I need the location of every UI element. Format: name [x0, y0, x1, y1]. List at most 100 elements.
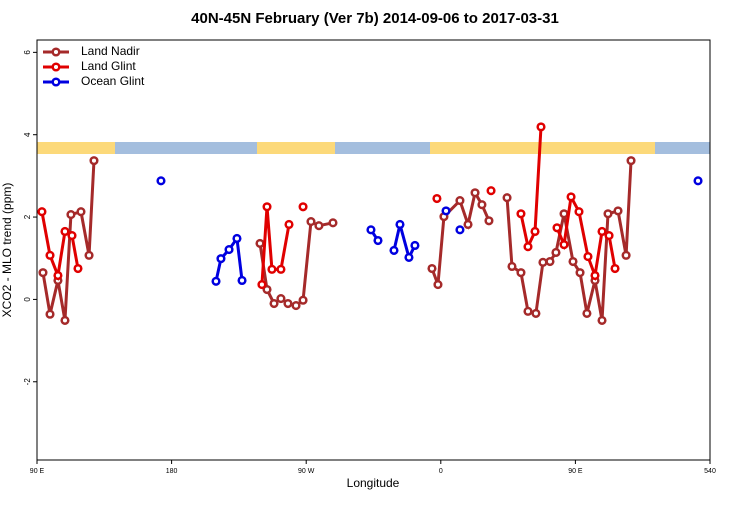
data-point: [590, 270, 600, 281]
data-point: [60, 315, 70, 325]
y-tick-label: 0: [23, 297, 32, 302]
data-point: [536, 122, 546, 132]
series-line: [519, 126, 543, 252]
legend-marker: [51, 47, 61, 57]
x-tick-label: 180: [166, 468, 178, 475]
data-point: [404, 252, 414, 262]
series-line: [392, 224, 417, 262]
y-tick-label: -2: [23, 378, 32, 386]
data-point: [582, 308, 592, 318]
data-point: [276, 264, 286, 274]
data-point: [232, 233, 242, 244]
x-tick-label: 90 W: [298, 468, 315, 475]
data-point: [53, 270, 63, 281]
data-point: [597, 315, 607, 325]
data-point: [284, 219, 294, 230]
series-line: [41, 160, 96, 321]
y-axis-label: XCO2 - MLO trend (ppm): [0, 183, 14, 318]
data-point: [314, 221, 324, 231]
data-point: [262, 202, 272, 212]
data-point: [298, 202, 308, 212]
data-point: [224, 245, 234, 255]
data-point: [455, 225, 465, 235]
data-point: [328, 218, 338, 228]
data-point: [603, 209, 613, 219]
data-point: [484, 216, 494, 226]
data-point: [373, 235, 383, 246]
data-point: [395, 219, 405, 230]
x-tick-label: 90 E: [568, 468, 583, 475]
data-point: [432, 193, 442, 204]
land-ocean-band: [37, 142, 710, 154]
data-point: [523, 306, 533, 316]
data-point: [410, 240, 420, 251]
data-point: [516, 209, 526, 219]
data-point: [583, 252, 593, 262]
data-point: [237, 275, 247, 286]
data-point: [463, 219, 473, 230]
data-point: [604, 231, 614, 241]
data-point: [255, 238, 265, 248]
data-point: [477, 200, 487, 210]
data-point: [366, 225, 376, 235]
data-point: [470, 188, 480, 198]
data-point: [441, 206, 451, 216]
data-point: [60, 226, 70, 237]
data-point: [610, 263, 620, 274]
data-point: [211, 276, 221, 286]
data-point: [693, 176, 703, 186]
x-tick-label: 0: [439, 468, 443, 475]
data-point: [530, 226, 540, 237]
series: [37, 122, 620, 290]
data-point: [89, 156, 99, 166]
series-line: [40, 211, 80, 282]
data-point: [559, 209, 569, 219]
data-point: [283, 298, 293, 309]
data-point: [621, 250, 631, 260]
x-tick-label: 540: [704, 468, 716, 475]
data-point: [545, 256, 555, 267]
data-point: [262, 284, 272, 295]
data-point: [269, 298, 279, 309]
data-point: [597, 226, 607, 237]
data-point: [76, 207, 86, 217]
y-tick-label: 6: [23, 50, 32, 55]
data-point: [45, 309, 55, 319]
legend-label: Ocean Glint: [81, 74, 145, 88]
data-point: [216, 254, 226, 264]
data-point: [389, 245, 399, 255]
data-point: [433, 280, 443, 290]
y-tick-label: 2: [23, 214, 32, 219]
data-point: [84, 250, 94, 260]
legend-marker: [51, 62, 61, 72]
data-point: [486, 186, 496, 196]
data-point: [73, 263, 83, 274]
data-point: [613, 206, 623, 216]
data-point: [531, 308, 541, 318]
data-point: [551, 247, 561, 258]
plot-frame: [36, 39, 711, 461]
data-point: [552, 223, 562, 233]
data-point: [38, 268, 48, 278]
data-point: [45, 250, 55, 260]
data-point: [67, 231, 77, 241]
legend-marker: [51, 77, 61, 87]
data-point: [267, 264, 277, 274]
data-point: [507, 261, 517, 272]
series: [156, 176, 703, 286]
data-point: [257, 280, 267, 290]
x-tick-label: 90 E: [30, 468, 45, 475]
data-point: [502, 193, 512, 203]
data-point: [455, 196, 465, 206]
data-point: [566, 192, 576, 202]
data-point: [575, 268, 585, 278]
data-point: [298, 295, 308, 305]
data-point: [156, 176, 166, 186]
data-point: [559, 240, 569, 250]
data-point: [516, 268, 526, 278]
data-point: [37, 207, 47, 217]
legend-label: Land Nadir: [81, 44, 140, 58]
data-point: [291, 301, 301, 311]
y-tick-label: 4: [23, 132, 32, 137]
